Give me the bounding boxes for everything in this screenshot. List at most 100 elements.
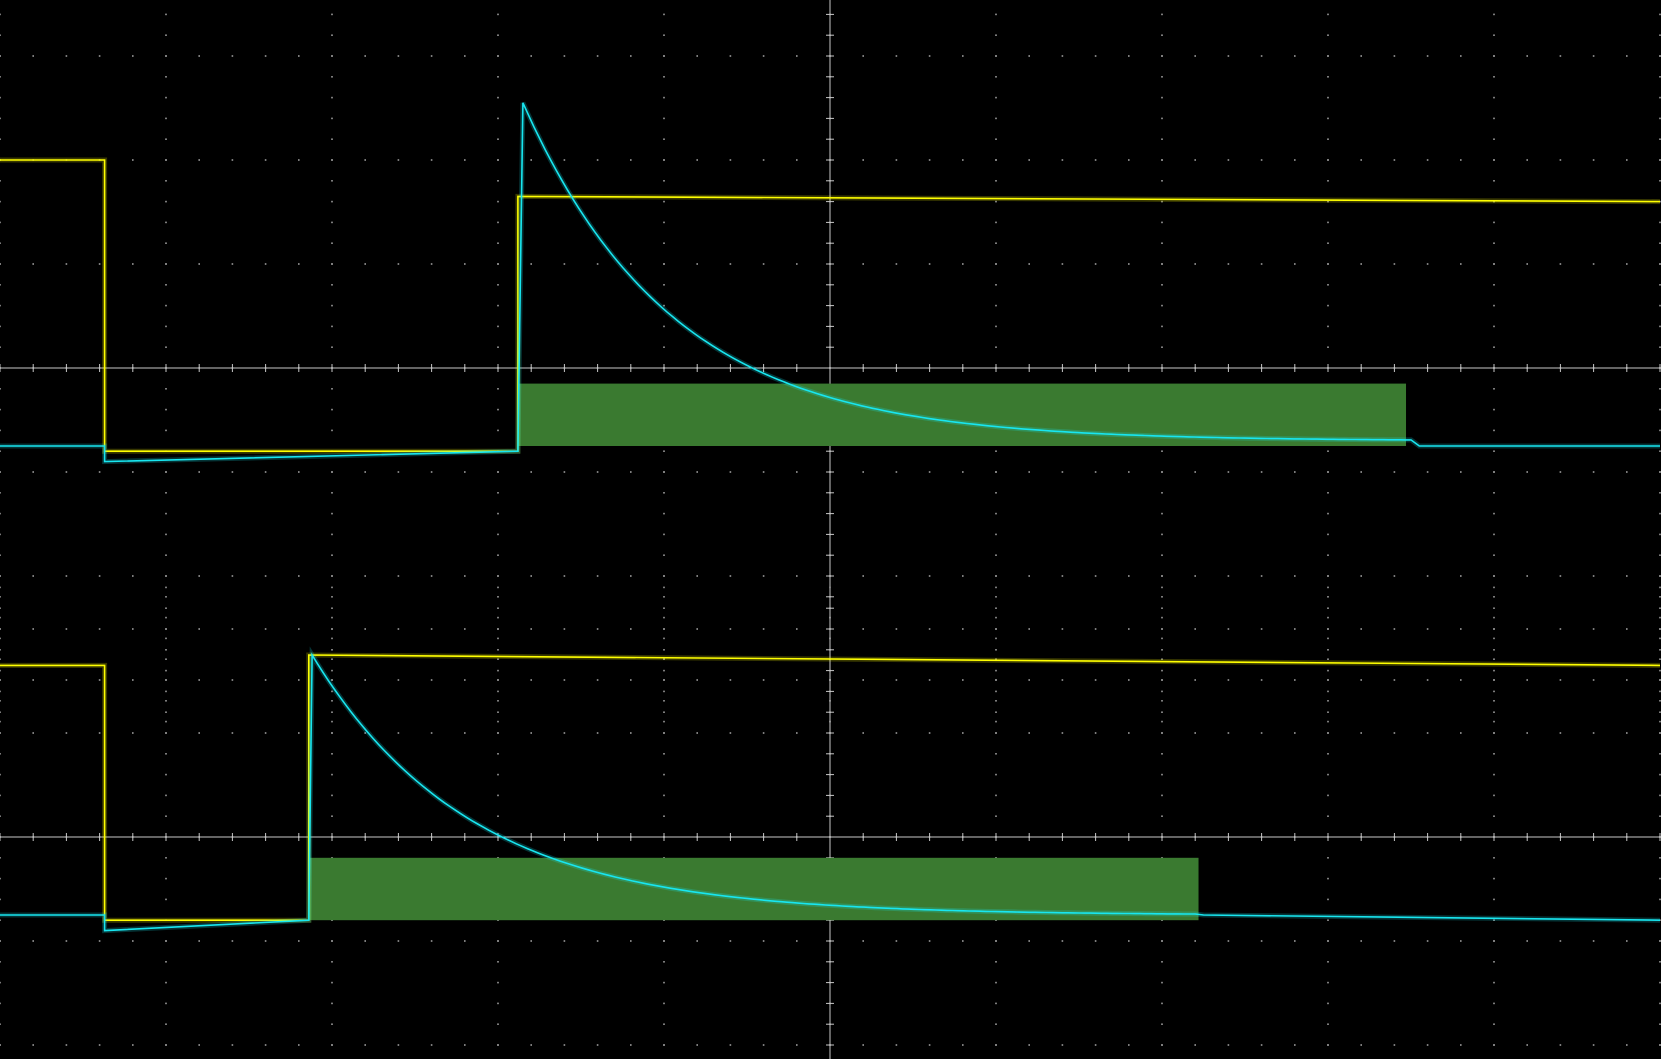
grid-dot (530, 55, 532, 57)
grid-dot (1094, 679, 1097, 681)
grid-dot (298, 55, 300, 57)
grid-dot (32, 628, 34, 630)
grid-dot (0, 1002, 1, 1005)
grid-dot (1626, 940, 1628, 942)
grid-dot (1659, 388, 1661, 390)
grid-dot (1659, 221, 1661, 224)
grid-dot (1493, 284, 1495, 286)
grid-dot (1260, 679, 1263, 681)
grid-dot (962, 575, 964, 577)
grid-dot (696, 679, 698, 681)
grid-dot (497, 138, 499, 140)
grid-dot (497, 304, 499, 307)
grid-dot (1294, 263, 1296, 265)
grid-dot (995, 637, 997, 640)
grid-dot (497, 658, 499, 660)
grid-dot (1194, 159, 1196, 161)
grid-dot (0, 242, 1, 244)
grid-dot (1659, 773, 1661, 776)
grid-dot (1161, 649, 1163, 651)
grid-dot (364, 471, 366, 473)
grid-dot (995, 607, 997, 609)
grid-dot (995, 492, 997, 494)
grid-dot (397, 471, 400, 473)
grid-dot (0, 628, 1, 630)
grid-dot (1659, 940, 1661, 942)
grid-dot (1659, 815, 1661, 817)
grid-dot (762, 940, 765, 942)
grid-dot (1493, 242, 1495, 244)
grid-dot (430, 471, 433, 473)
grid-dot (1659, 690, 1661, 693)
grid-dot (995, 753, 997, 755)
grid-dot (1161, 732, 1163, 734)
grid-dot (1659, 877, 1661, 880)
grid-dot (165, 471, 167, 473)
grid-dot (995, 649, 997, 651)
grid-dot (663, 96, 665, 99)
grid-dot (65, 732, 68, 734)
grid-dot (663, 284, 665, 286)
grid-dot (165, 346, 167, 348)
grid-dot (1094, 575, 1097, 577)
grid-dot (1161, 34, 1163, 36)
grid-dot (1327, 961, 1329, 963)
grid-dot (397, 263, 400, 265)
grid-dot (928, 263, 931, 265)
grid-dot (1161, 1044, 1163, 1046)
grid-dot (1592, 732, 1595, 734)
grid-dot (1426, 55, 1429, 57)
grid-dot (1161, 55, 1163, 57)
grid-dot (1659, 732, 1661, 734)
grid-dot (331, 221, 333, 224)
grid-dot (331, 658, 333, 660)
grid-dot (1327, 76, 1329, 78)
grid-dot (1161, 961, 1163, 963)
grid-dot (895, 1044, 898, 1046)
grid-dot (663, 13, 665, 16)
grid-dot (264, 55, 267, 57)
grid-dot (563, 940, 566, 942)
grid-dot (198, 471, 200, 473)
grid-dot (165, 586, 167, 589)
grid-dot (331, 628, 333, 630)
grid-dot (1659, 649, 1661, 651)
grid-dot (1493, 711, 1495, 713)
grid-dot (995, 554, 997, 556)
grid-dot (331, 471, 333, 473)
grid-dot (663, 1044, 665, 1046)
grid-dot (331, 940, 333, 942)
grid-dot (995, 159, 997, 161)
grid-dot (264, 732, 267, 734)
grid-dot (696, 159, 698, 161)
grid-dot (1360, 575, 1362, 577)
grid-dot (364, 263, 366, 265)
grid-dot (663, 658, 665, 660)
grid-dot (0, 773, 1, 776)
grid-dot (0, 637, 1, 640)
grid-dot (563, 471, 566, 473)
grid-dot (0, 284, 1, 286)
grid-dot (132, 471, 134, 473)
grid-dot (497, 388, 499, 390)
grid-dot (1194, 263, 1196, 265)
grid-dot (1493, 575, 1495, 577)
grid-dot (1327, 533, 1329, 536)
grid-dot (530, 732, 532, 734)
grid-dot (663, 159, 665, 161)
grid-dot (331, 325, 333, 328)
grid-dot (1061, 263, 1064, 265)
grid-dot (165, 700, 167, 702)
grid-dot (1028, 1044, 1030, 1046)
grid-dot (995, 773, 997, 776)
grid-dot (1626, 1044, 1628, 1046)
grid-dot (1327, 96, 1329, 99)
grid-dot (796, 263, 798, 265)
grid-dot (1161, 346, 1163, 348)
grid-dot (1028, 940, 1030, 942)
grid-dot (364, 575, 366, 577)
grid-dot (995, 575, 997, 577)
grid-dot (1526, 159, 1528, 161)
grid-dot (1493, 512, 1495, 515)
grid-dot (1327, 284, 1329, 286)
